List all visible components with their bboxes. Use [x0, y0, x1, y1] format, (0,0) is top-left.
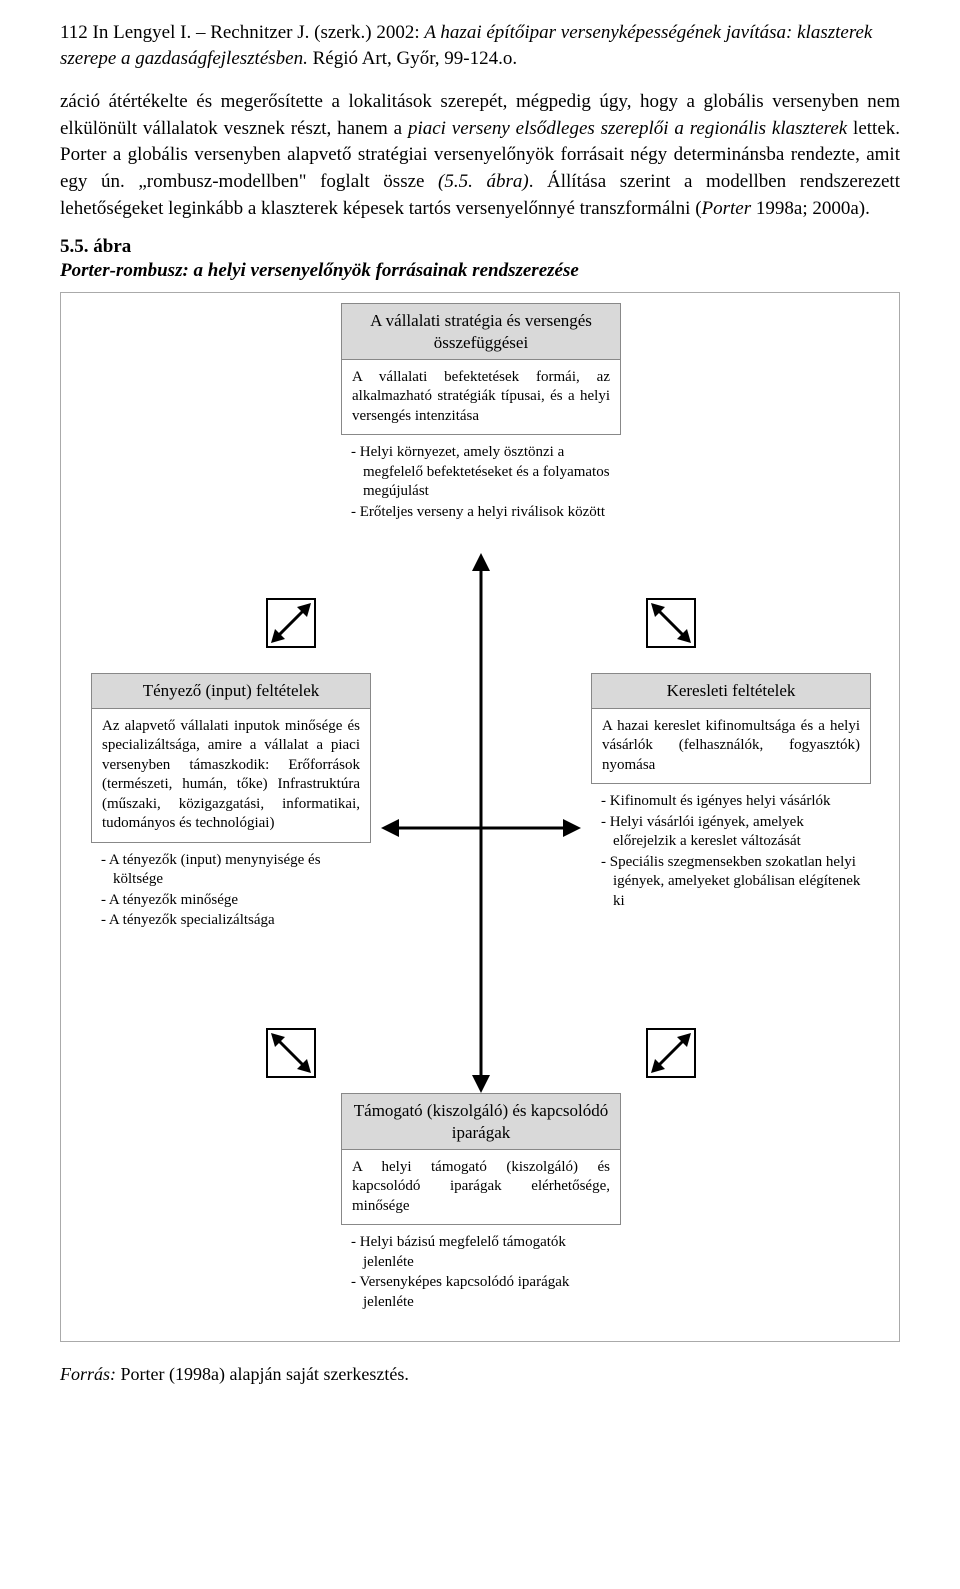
header-authors: In Lengyel I. – Rechnitzer J. (szerk.) 2…: [93, 22, 420, 43]
diagram-bottom-bullets: - Helyi bázisú megfelelő támogatók jelen…: [341, 1225, 621, 1321]
para-seg-6: Porter: [702, 198, 752, 219]
bullet-item: - Helyi környezet, amely ösztönzi a megf…: [351, 443, 611, 502]
figure-title: Porter-rombusz: a helyi versenyelőnyök f…: [60, 260, 900, 282]
arrow-diagonal-br-icon: [621, 1003, 721, 1103]
porter-diamond-diagram: A vállalati stratégia és versengés össze…: [60, 292, 900, 1342]
diagram-box-bottom: Támogató (kiszolgáló) és kapcsolódó ipar…: [341, 1093, 621, 1321]
para-seg-2: piaci verseny elsődleges szereplői a reg…: [408, 118, 847, 139]
diagram-bottom-desc: A helyi támogató (kiszolgáló) és kapcsol…: [341, 1150, 621, 1226]
diagram-box-top: A vállalati stratégia és versengés össze…: [341, 303, 621, 531]
diagram-left-bullets: - A tényezők (input) menynyisége és költ…: [91, 843, 371, 940]
diagram-top-title: A vállalati stratégia és versengés össze…: [341, 303, 621, 360]
diagram-top-bullets: - Helyi környezet, amely ösztönzi a megf…: [341, 435, 621, 531]
bullet-item: - Helyi bázisú megfelelő támogatók jelen…: [351, 1233, 611, 1272]
arrow-diagonal-bl-icon: [241, 1003, 341, 1103]
page-header: 112 In Lengyel I. – Rechnitzer J. (szerk…: [60, 20, 900, 71]
diagram-right-desc: A hazai kereslet kifinomultsága és a hel…: [591, 709, 871, 785]
bullet-item: - Helyi vásárlói igények, amelyek előrej…: [601, 813, 861, 852]
figure-label: 5.5. ábra: [60, 236, 900, 258]
diagram-left-title: Tényező (input) feltételek: [91, 673, 371, 708]
para-seg-4: (5.5. ábra): [438, 171, 529, 192]
para-seg-7: 1998a; 2000a).: [751, 198, 870, 219]
bullet-item: - Versenyképes kapcsolódó iparágak jelen…: [351, 1273, 611, 1312]
bullet-item: - A tényezők minősége: [101, 891, 361, 911]
arrow-horizontal-icon: [381, 813, 581, 843]
header-tail: Régió Art, Győr, 99-124.o.: [313, 48, 518, 69]
diagram-bottom-title: Támogató (kiszolgáló) és kapcsolódó ipar…: [341, 1093, 621, 1150]
source-text: Porter (1998a) alapján saját szerkesztés…: [116, 1364, 409, 1384]
figure-source: Forrás: Porter (1998a) alapján saját sze…: [60, 1364, 900, 1385]
diagram-box-left: Tényező (input) feltételek Az alapvető v…: [91, 673, 371, 939]
diagram-right-bullets: - Kifinomult és igényes helyi vásárlók -…: [591, 784, 871, 920]
page-number: 112: [60, 22, 88, 43]
arrow-diagonal-tr-icon: [621, 573, 721, 673]
bullet-item: - Speciális szegmensekben szokatlan hely…: [601, 853, 861, 912]
bullet-item: - A tényezők specializáltsága: [101, 911, 361, 931]
diagram-right-title: Keresleti feltételek: [591, 673, 871, 708]
bullet-item: - Kifinomult és igényes helyi vásárlók: [601, 792, 861, 812]
source-prefix: Forrás:: [60, 1364, 116, 1384]
bullet-item: - A tényezők (input) menynyisége és költ…: [101, 851, 361, 890]
body-paragraph: záció átértékelte és megerősítette a lok…: [60, 89, 900, 222]
diagram-top-desc: A vállalati befektetések formái, az alka…: [341, 360, 621, 436]
bullet-item: - Erőteljes verseny a helyi riválisok kö…: [351, 503, 611, 523]
arrow-diagonal-tl-icon: [241, 573, 341, 673]
diagram-box-right: Keresleti feltételek A hazai kereslet ki…: [591, 673, 871, 920]
diagram-left-desc: Az alapvető vállalati inputok minősége é…: [91, 709, 371, 843]
